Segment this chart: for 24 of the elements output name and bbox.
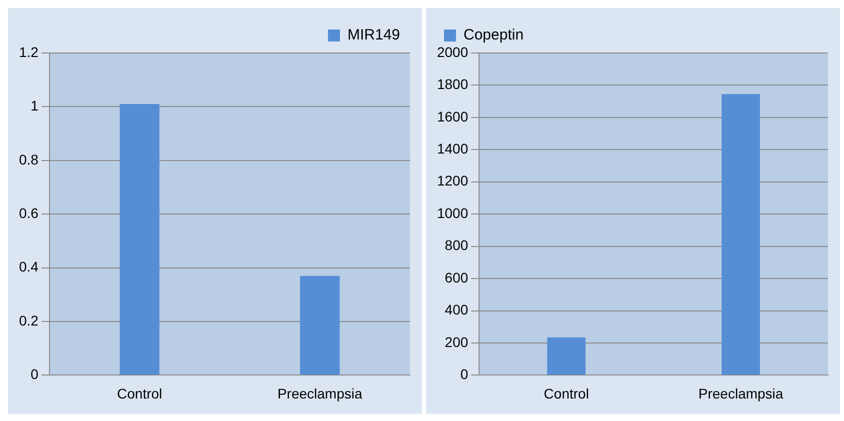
legend-label: MIR149	[347, 26, 400, 44]
y-tick-label: 1	[30, 98, 39, 114]
x-tick-label: Preeclampsia	[698, 385, 784, 402]
y-tick-label: 1200	[436, 172, 468, 189]
y-tick-label: 0	[30, 366, 39, 382]
y-tick-label: 0.4	[18, 258, 39, 275]
x-tick-label: Control	[117, 385, 162, 402]
y-tick-label: 1800	[436, 76, 468, 92]
y-tick-label: 0.6	[18, 204, 39, 221]
x-tick-label: Control	[544, 385, 589, 402]
y-tick-label: 1600	[436, 108, 468, 124]
y-tick-label: 400	[444, 302, 468, 318]
y-tick-label: 200	[444, 334, 468, 350]
y-tick-label: 1000	[436, 204, 468, 221]
y-tick-label: 0.8	[18, 151, 39, 168]
legend-label: Copeptin	[464, 26, 524, 44]
y-tick-label: 0	[460, 366, 468, 382]
y-tick-label: 2000	[436, 44, 468, 60]
y-tick-label: 600	[444, 269, 468, 286]
y-tick-label: 1400	[436, 140, 468, 157]
y-tick-label: 800	[444, 237, 468, 254]
y-tick-label: 1.2	[18, 44, 39, 60]
y-tick-label: 0.2	[18, 312, 39, 328]
x-tick-label: Preeclampsia	[277, 385, 362, 402]
